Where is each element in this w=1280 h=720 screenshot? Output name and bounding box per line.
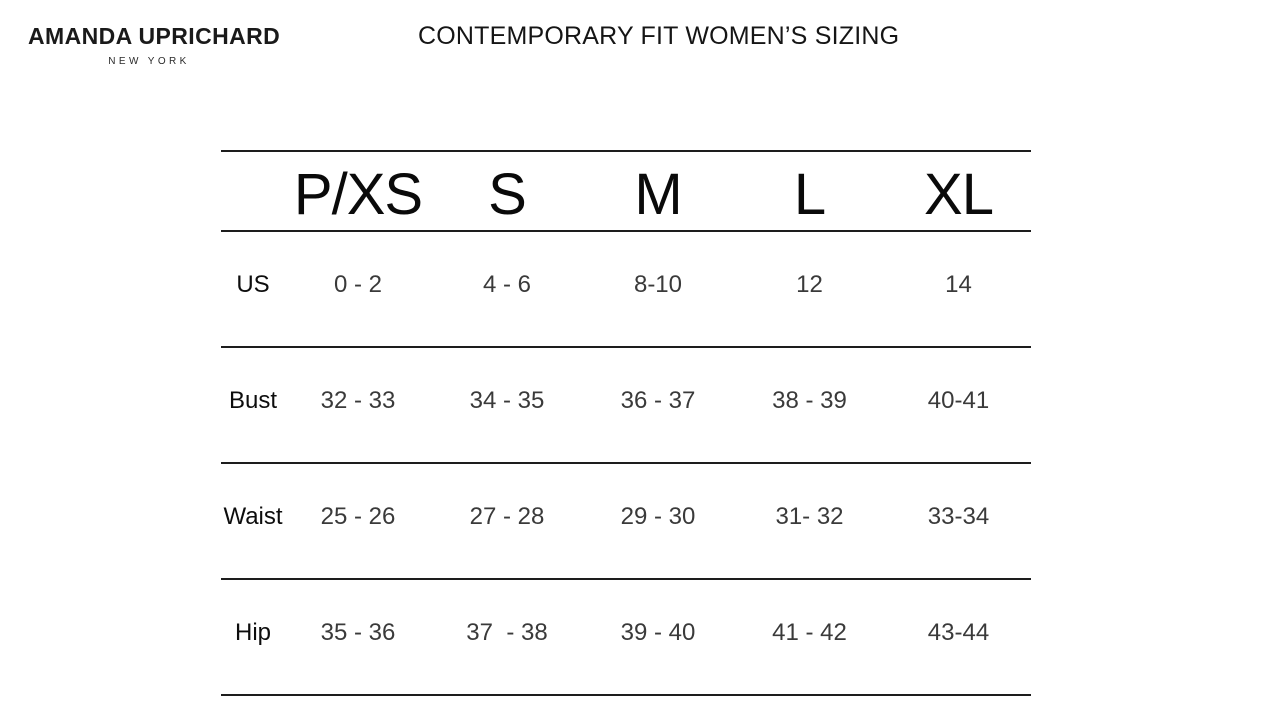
size-value: 38 - 39 xyxy=(772,387,847,414)
size-value: 32 - 33 xyxy=(320,387,396,414)
size-chart-row: US 0 - 2 4 - 6 8-10 12 14 xyxy=(221,232,1031,348)
size-value: 31- 32 xyxy=(775,503,844,530)
row-label: Hip xyxy=(234,619,271,646)
size-value: 33-34 xyxy=(927,503,990,530)
size-value: 12 xyxy=(796,271,823,298)
size-value: 34 - 35 xyxy=(469,387,545,414)
header-spacer xyxy=(221,187,285,195)
size-value: 0 - 2 xyxy=(333,271,383,298)
size-chart-row: Waist 25 - 26 27 - 28 29 - 30 31- 32 33-34 xyxy=(221,464,1031,580)
size-value: 36 - 37 xyxy=(620,387,696,414)
size-value: 41 - 42 xyxy=(772,619,847,646)
size-chart-body: US 0 - 2 4 - 6 8-10 12 14 Bust 32 - 33 34 - 35 36… xyxy=(221,232,1031,696)
size-column-header: S xyxy=(488,162,527,227)
size-value: 39 - 40 xyxy=(620,619,696,646)
brand-subtitle: NEW YORK xyxy=(108,56,190,68)
size-chart-header-row: P/XS S M L XL xyxy=(221,150,1031,232)
size-chart-table: P/XS S M L XL US 0 - 2 4 - 6 8-10 12 14 Bust 32 - 3… xyxy=(221,150,1031,696)
size-value: 40-41 xyxy=(927,387,990,414)
size-column-header: L xyxy=(793,162,826,227)
size-chart-row: Hip 35 - 36 37 - 38 39 - 40 41 - 42 43-44 xyxy=(221,580,1031,696)
row-label: Waist xyxy=(223,503,283,530)
page-title: CONTEMPORARY FIT WOMEN’S SIZING xyxy=(418,22,900,50)
size-value: 8-10 xyxy=(633,271,683,298)
size-column-header: M xyxy=(634,162,682,227)
size-column-header: XL xyxy=(924,162,994,227)
size-value: 14 xyxy=(945,271,972,298)
size-value: 29 - 30 xyxy=(620,503,696,530)
size-value: 25 - 26 xyxy=(320,503,396,530)
size-value: 4 - 6 xyxy=(482,271,532,298)
size-value: 43-44 xyxy=(927,619,990,646)
brand-name: AMANDA UPRICHARD xyxy=(28,23,281,49)
size-chart-row: Bust 32 - 33 34 - 35 36 - 37 38 - 39 40-41 xyxy=(221,348,1031,464)
size-column-header: P/XS xyxy=(293,162,423,227)
row-label: Bust xyxy=(228,387,278,414)
size-value: 37 - 38 xyxy=(466,619,548,646)
row-label: US xyxy=(236,271,270,298)
size-value: 27 - 28 xyxy=(469,503,545,530)
size-value: 35 - 36 xyxy=(320,619,396,646)
brand-logo: AMANDA UPRICHARD NEW YORK xyxy=(28,23,281,68)
